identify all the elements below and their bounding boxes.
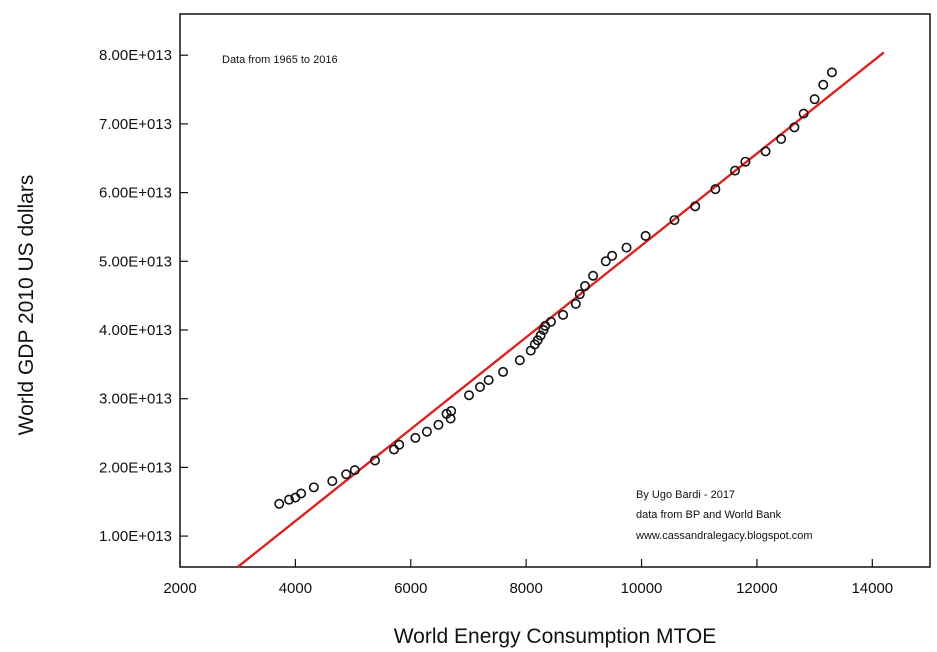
- data-point: [433, 419, 444, 430]
- data-point: [274, 498, 285, 509]
- data-point: [669, 215, 680, 226]
- data-point: [588, 270, 599, 281]
- data-point: [776, 134, 787, 145]
- credit-line-3: www.cassandralegacy.blogspot.com: [635, 530, 813, 542]
- y-tick-label: 8.00E+013: [99, 47, 172, 64]
- data-point: [579, 281, 590, 292]
- data-point: [621, 242, 632, 253]
- data-point: [341, 469, 352, 480]
- y-tick-label: 1.00E+013: [99, 528, 172, 545]
- data-point: [729, 165, 740, 176]
- data-point: [389, 444, 400, 455]
- data-point: [789, 122, 800, 133]
- data-point: [545, 316, 556, 327]
- x-tick-label: 12000: [736, 580, 778, 597]
- data-point: [445, 413, 456, 424]
- annotation-data-range: Data from 1965 to 2016: [222, 54, 338, 66]
- data-point: [349, 465, 360, 476]
- data-point: [809, 94, 820, 105]
- x-tick-label: 2000: [163, 580, 196, 597]
- x-axis-title: World Energy Consumption MTOE: [394, 625, 717, 648]
- credit-line-1: By Ugo Bardi - 2017: [636, 489, 735, 501]
- plot-frame: [179, 13, 931, 568]
- data-points: [274, 67, 837, 509]
- y-tick-label: 4.00E+013: [99, 322, 172, 339]
- y-axis-title: World GDP 2010 US dollars: [15, 175, 38, 436]
- y-tick-label: 5.00E+013: [99, 253, 172, 270]
- data-point: [483, 375, 494, 386]
- data-point: [421, 426, 432, 437]
- data-point: [818, 79, 829, 90]
- data-point: [600, 256, 611, 267]
- x-tick-label: 8000: [509, 580, 542, 597]
- data-point: [740, 156, 751, 167]
- x-tick-label: 6000: [394, 580, 427, 597]
- data-point: [308, 482, 319, 493]
- x-tick-label: 14000: [851, 580, 893, 597]
- credit-line-2: data from BP and World Bank: [636, 509, 782, 521]
- data-point: [574, 289, 585, 300]
- data-point: [498, 366, 509, 377]
- data-point: [296, 488, 307, 499]
- data-point: [327, 476, 338, 487]
- y-tick-label: 2.00E+013: [99, 459, 172, 476]
- x-axis: 2000 4000 6000 8000 10000 12000 14000: [163, 559, 893, 597]
- y-axis: 1.00E+013 2.00E+013 3.00E+013 4.00E+013 5.00…: [99, 47, 188, 545]
- data-point: [394, 439, 405, 450]
- data-point: [640, 230, 651, 241]
- y-tick-label: 6.00E+013: [99, 185, 172, 202]
- data-point: [798, 108, 809, 119]
- data-point: [826, 67, 837, 78]
- data-point: [710, 184, 721, 195]
- x-tick-label: 4000: [279, 580, 312, 597]
- data-point: [570, 298, 581, 309]
- x-tick-label: 10000: [621, 580, 663, 597]
- data-point: [690, 201, 701, 212]
- data-point: [607, 250, 618, 261]
- y-tick-label: 7.00E+013: [99, 116, 172, 133]
- fit-line-layer: [236, 51, 885, 568]
- data-point: [446, 406, 457, 417]
- y-tick-label: 3.00E+013: [99, 391, 172, 408]
- data-point: [760, 146, 771, 157]
- data-point: [474, 382, 485, 393]
- data-point: [410, 432, 421, 443]
- data-point: [558, 309, 569, 320]
- data-point: [514, 355, 525, 366]
- data-point: [284, 494, 295, 505]
- data-point: [369, 455, 380, 466]
- data-point: [535, 330, 546, 341]
- regression-line: [236, 51, 885, 568]
- data-point: [464, 390, 475, 401]
